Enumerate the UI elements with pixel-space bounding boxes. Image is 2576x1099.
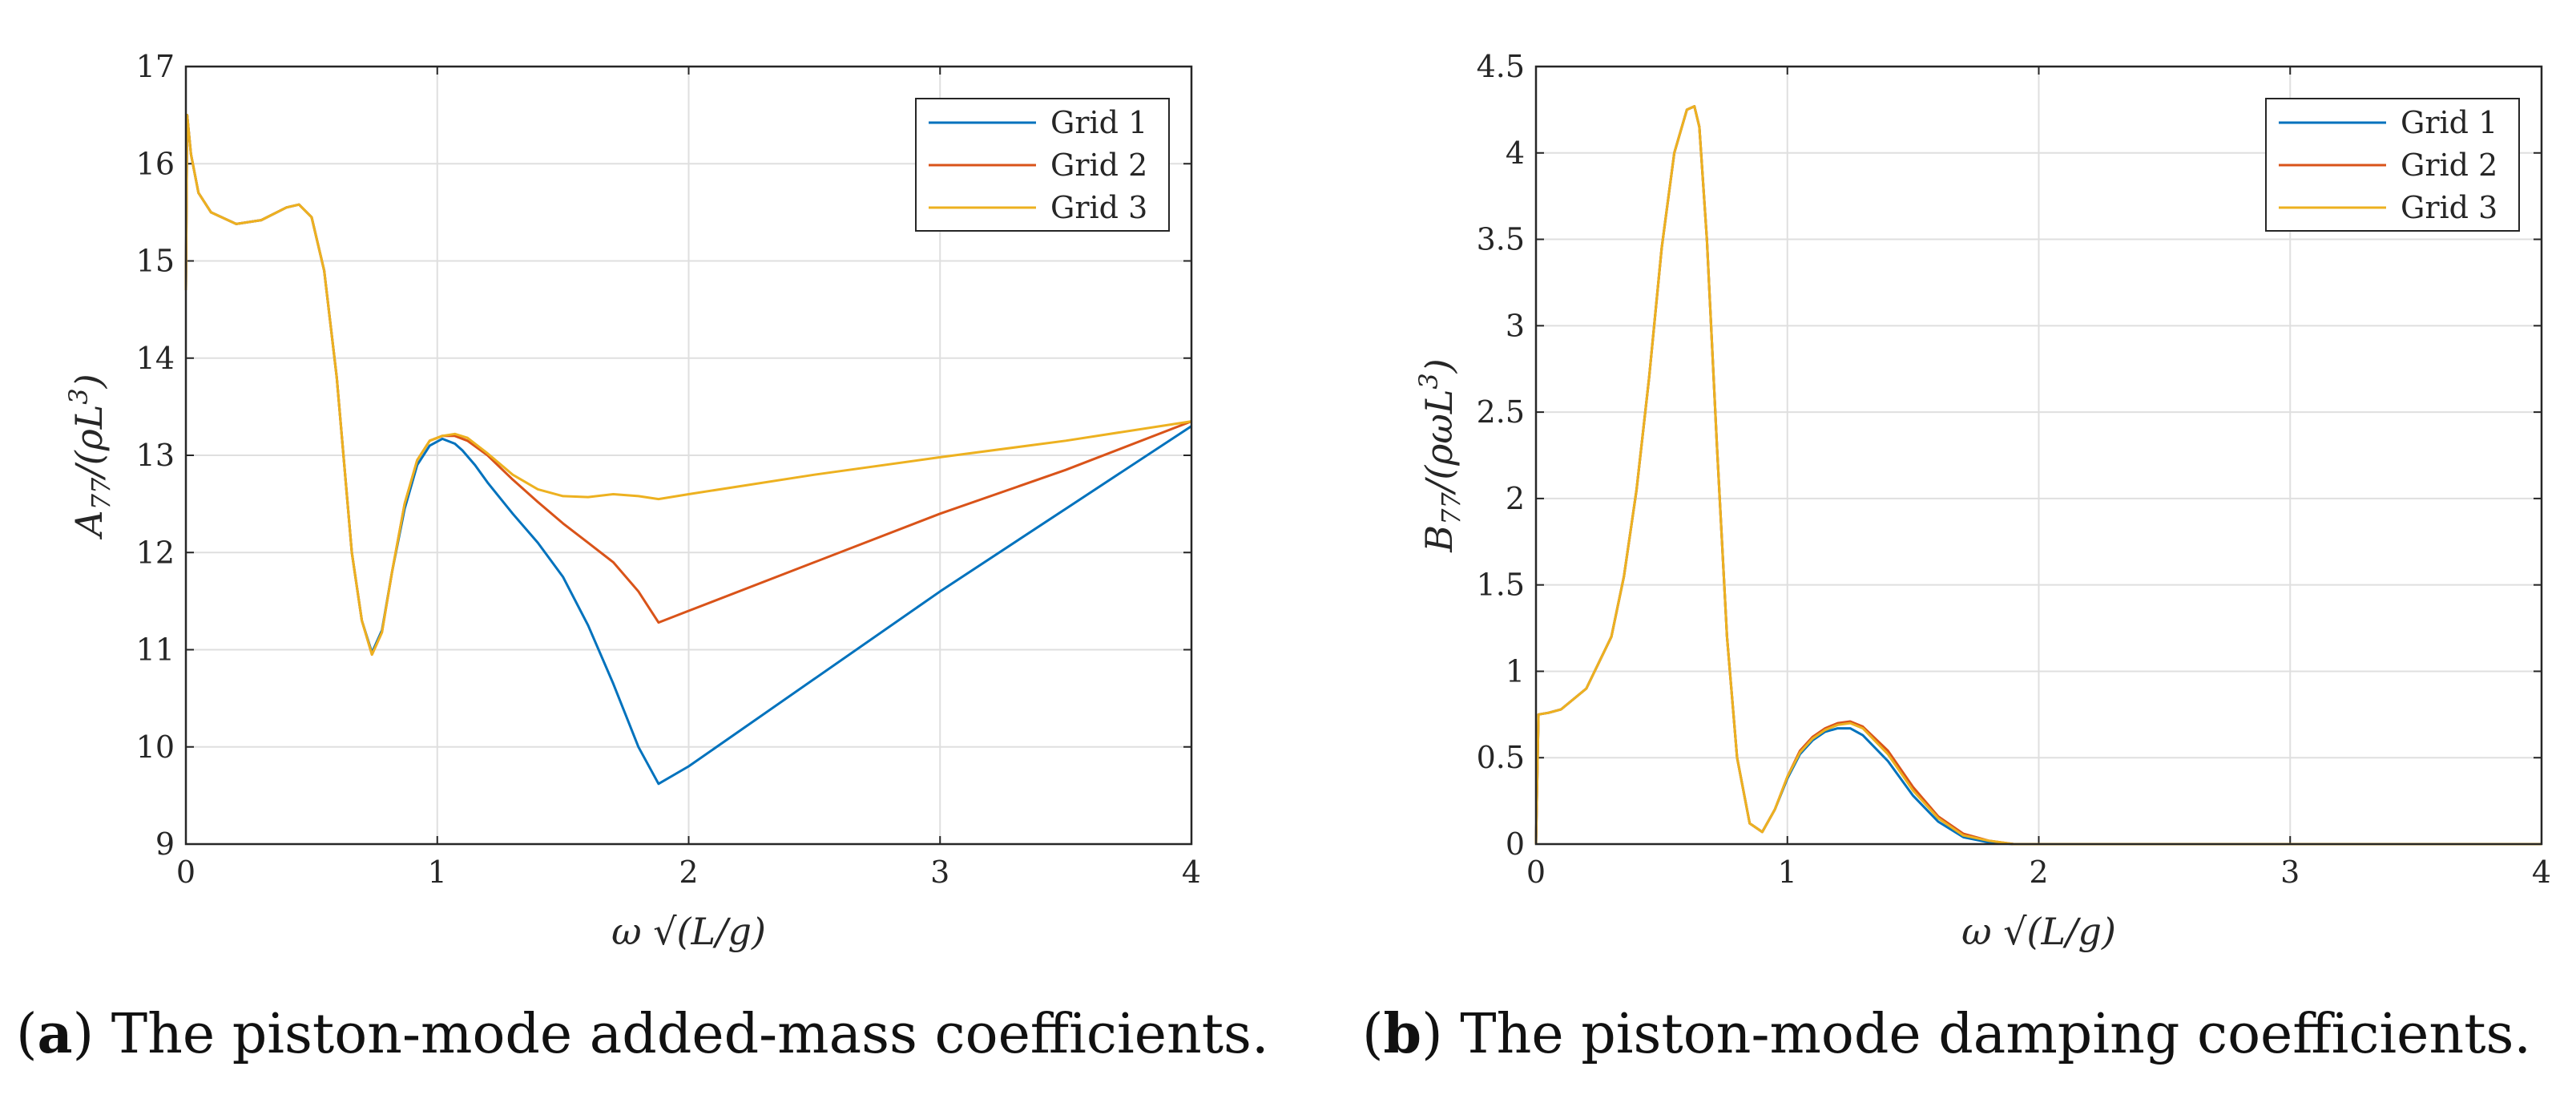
y-axis-label-part: /(ρL (67, 405, 111, 481)
legend-label-b-3: Grid 3 (2401, 190, 2497, 225)
chart-b: 0 1 2 3 4 0 0.5 1 1.5 2 2.5 3 3.5 4 4.5 ω √(L/g) B77/(ρω… (1413, 49, 2551, 953)
legend-label-b-1: Grid 1 (2401, 105, 2497, 140)
y-tick-label-b: 2.5 (1477, 394, 1525, 430)
x-tick-label-a: 3 (930, 855, 949, 890)
y-tick-label-a: 17 (136, 49, 175, 84)
y-axis-label-a: A77/(ρL3) (63, 374, 116, 539)
x-axis-label-b: ω √(L/g) (1961, 910, 2116, 953)
legend-label-a-1: Grid 1 (1050, 105, 1147, 140)
y-tick-label-b: 0.5 (1477, 740, 1525, 775)
x-tick-label-a: 4 (1182, 855, 1201, 890)
y-tick-label-a: 12 (136, 535, 175, 570)
x-tick-label-b: 1 (1778, 855, 1797, 890)
y-axis-label-b: B77/(ρωL3) (1413, 358, 1466, 552)
y-axis-label-part: /(ρωL (1417, 390, 1461, 496)
x-tick-label-b: 2 (2029, 855, 2048, 890)
y-tick-label-b: 4 (1506, 135, 1525, 171)
x-tick-label-a: 0 (176, 855, 196, 890)
y-axis-label-part: 77 (1436, 492, 1466, 525)
y-tick-label-b: 0 (1506, 826, 1525, 862)
y-axis-label-part: 3 (1413, 373, 1444, 389)
axes-box-b (1534, 65, 2543, 846)
y-axis-label-part: ) (1417, 358, 1461, 374)
y-tick-label-b: 1 (1506, 653, 1525, 689)
caption-a: (a) The piston-mode added-mass coefficie… (16, 1002, 1269, 1066)
y-tick-label-b: 2 (1506, 481, 1525, 516)
x-tick-label-a: 1 (428, 855, 447, 890)
legend-label-a-3: Grid 3 (1050, 190, 1147, 225)
caption-b: (b) The piston-mode damping coefficients… (1362, 1002, 2532, 1066)
x-tick-label-b: 4 (2532, 855, 2551, 890)
y-tick-label-b: 3.5 (1477, 222, 1525, 257)
x-tick-label-b: 3 (2280, 855, 2300, 890)
x-axis-label-a: ω √(L/g) (611, 910, 766, 953)
caption-a-text: ) The piston-mode added-mass coefficient… (72, 1003, 1269, 1066)
x-tick-label-a: 2 (679, 855, 698, 890)
y-tick-label-a: 11 (136, 632, 175, 668)
y-tick-label-b: 1.5 (1477, 568, 1525, 603)
caption-b-text: ) The piston-mode damping coefficients. (1421, 1003, 2532, 1066)
x-tick-label-b: 0 (1526, 855, 1546, 890)
y-axis-label-part: A (67, 510, 111, 539)
y-tick-label-a: 10 (136, 729, 175, 765)
y-axis-label-part: 77 (86, 477, 116, 510)
y-axis-label-part: 3 (63, 388, 94, 404)
legend-label-b-2: Grid 2 (2401, 147, 2497, 183)
y-tick-label-b: 3 (1506, 308, 1525, 343)
y-tick-label-b: 4.5 (1477, 49, 1525, 84)
series-line-a-3 (184, 114, 1192, 657)
y-tick-label-a: 9 (155, 826, 175, 862)
y-tick-label-a: 15 (136, 244, 175, 279)
y-tick-label-a: 16 (136, 146, 175, 181)
y-tick-label-a: 13 (136, 438, 175, 473)
legend-label-a-2: Grid 2 (1050, 147, 1147, 183)
y-axis-label-part: B (1417, 525, 1461, 553)
y-tick-label-a: 14 (136, 341, 175, 376)
caption-a-label: a (37, 1002, 73, 1066)
caption-b-label: b (1383, 1002, 1422, 1066)
y-axis-label-part: ) (67, 374, 111, 389)
series-line-b-3 (1534, 105, 2542, 846)
axes-box-a (184, 65, 1193, 846)
